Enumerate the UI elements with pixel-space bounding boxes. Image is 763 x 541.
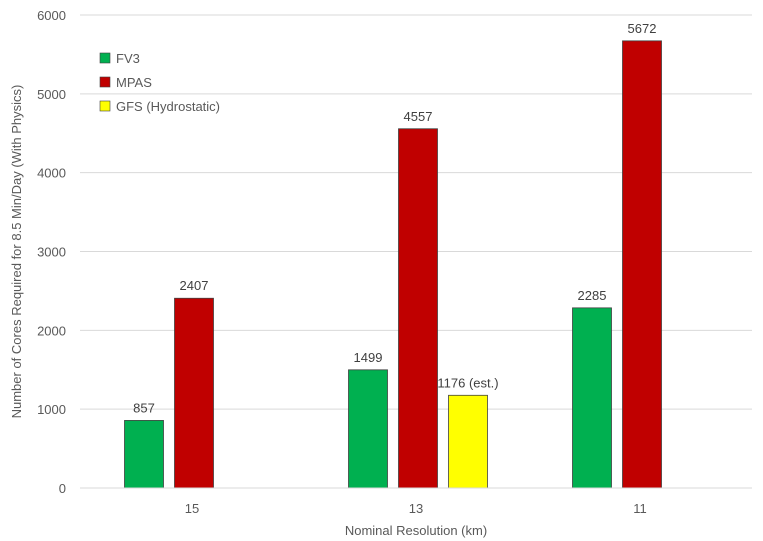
y-tick-label: 0 xyxy=(59,481,66,496)
legend: FV3 MPAS GFS (Hydrostatic) xyxy=(99,51,220,114)
x-tick-label: 15 xyxy=(185,501,199,516)
data-label: 1499 xyxy=(354,350,383,365)
y-tick-label: 3000 xyxy=(37,245,66,260)
y-axis-title: Number of Cores Required for 8.5 Min/Day… xyxy=(9,85,24,419)
legend-label: MPAS xyxy=(116,75,152,90)
data-label: 1176 (est.) xyxy=(437,375,498,390)
x-axis-title: Nominal Resolution (km) xyxy=(345,523,487,538)
bar-fv3-13 xyxy=(348,369,388,489)
data-label: 5672 xyxy=(628,21,657,36)
x-tick-labels: 15 13 11 xyxy=(185,501,647,516)
x-tick-label: 11 xyxy=(633,501,647,516)
bar-fv3-11 xyxy=(572,307,612,489)
y-tick-labels: 0 1000 2000 3000 4000 5000 6000 xyxy=(37,8,66,496)
bar-mpas-13 xyxy=(398,128,438,489)
y-tick-label: 1000 xyxy=(37,402,66,417)
data-label: 857 xyxy=(133,400,155,415)
data-label: 2407 xyxy=(180,278,209,293)
data-label: 2285 xyxy=(578,288,607,303)
y-tick-label: 5000 xyxy=(37,87,66,102)
bars xyxy=(124,40,662,489)
bar-mpas-15 xyxy=(174,297,214,489)
legend-label: FV3 xyxy=(116,51,140,66)
y-tick-label: 6000 xyxy=(37,8,66,23)
y-tick-label: 2000 xyxy=(37,323,66,338)
x-tick-label: 13 xyxy=(409,501,423,516)
legend-swatch xyxy=(99,76,111,88)
bar-fv3-15 xyxy=(124,420,164,489)
y-tick-label: 4000 xyxy=(37,166,66,181)
legend-swatch xyxy=(99,100,111,112)
bar-mpas-11 xyxy=(622,40,662,489)
legend-label: GFS (Hydrostatic) xyxy=(116,99,220,114)
legend-swatch xyxy=(99,52,111,64)
bar-gfs-hydrostatic-13 xyxy=(448,394,488,489)
data-labels: 857 2407 1499 4557 1176 (est.) 2285 5672 xyxy=(133,21,656,416)
data-label: 4557 xyxy=(404,109,433,124)
